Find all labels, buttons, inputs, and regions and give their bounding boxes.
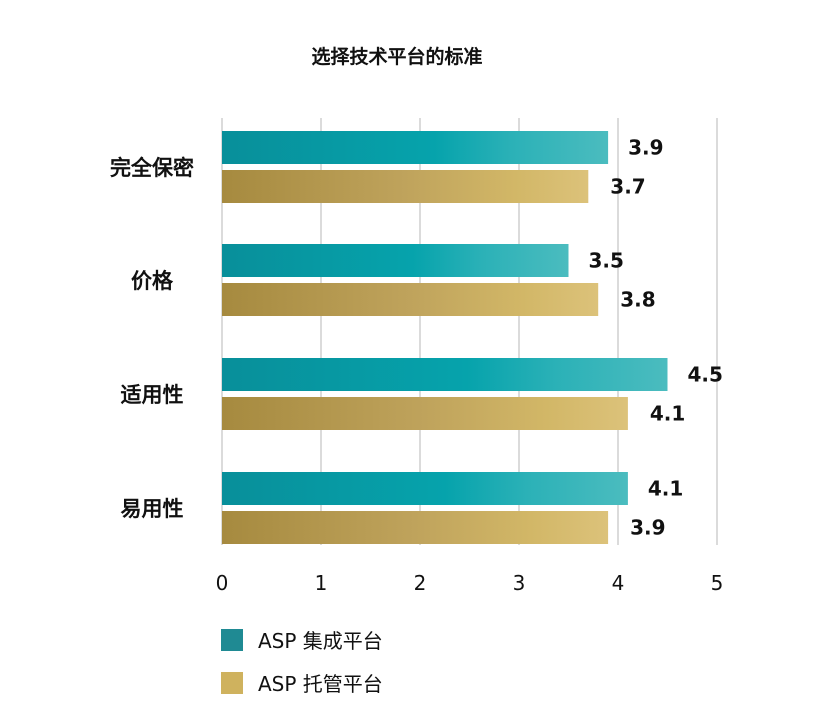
value-label-hosted-2: 4.1: [650, 402, 685, 426]
bar-integrated-0: [222, 131, 609, 164]
bar-integrated-2: [222, 358, 668, 391]
category-label-3: 易用性: [121, 497, 184, 521]
value-label-integrated-3: 4.1: [648, 477, 683, 501]
legend-swatch-hosted: [221, 672, 243, 694]
x-tick-label-2: 2: [414, 571, 427, 595]
bars: [222, 131, 668, 544]
x-tick-label-0: 0: [216, 571, 229, 595]
category-label-2: 适用性: [121, 383, 184, 407]
bar-hosted-1: [222, 283, 599, 316]
category-label-0: 完全保密: [110, 156, 194, 180]
x-tick-label-4: 4: [612, 571, 625, 595]
value-label-integrated-2: 4.5: [688, 363, 723, 387]
x-tick-label-1: 1: [315, 571, 328, 595]
category-label-1: 价格: [131, 269, 174, 293]
bar-integrated-3: [222, 472, 628, 505]
value-label-integrated-0: 3.9: [628, 136, 663, 160]
legend-swatch-integrated: [221, 629, 243, 651]
value-label-integrated-1: 3.5: [589, 249, 624, 273]
bar-hosted-2: [222, 397, 628, 430]
value-label-hosted-1: 3.8: [620, 288, 655, 312]
x-axis-ticks: 0 1 2 3 4 5: [216, 571, 724, 595]
value-label-hosted-3: 3.9: [630, 516, 665, 540]
legend: ASP 集成平台 ASP 托管平台: [221, 629, 383, 696]
bar-hosted-3: [222, 511, 609, 544]
x-tick-label-3: 3: [513, 571, 526, 595]
x-tick-label-5: 5: [711, 571, 724, 595]
chart-title: 选择技术平台的标准: [311, 45, 482, 68]
legend-label-hosted: ASP 托管平台: [258, 672, 383, 696]
bar-integrated-1: [222, 244, 569, 277]
value-label-hosted-0: 3.7: [610, 175, 645, 199]
legend-label-integrated: ASP 集成平台: [258, 629, 383, 653]
bar-hosted-0: [222, 170, 589, 203]
